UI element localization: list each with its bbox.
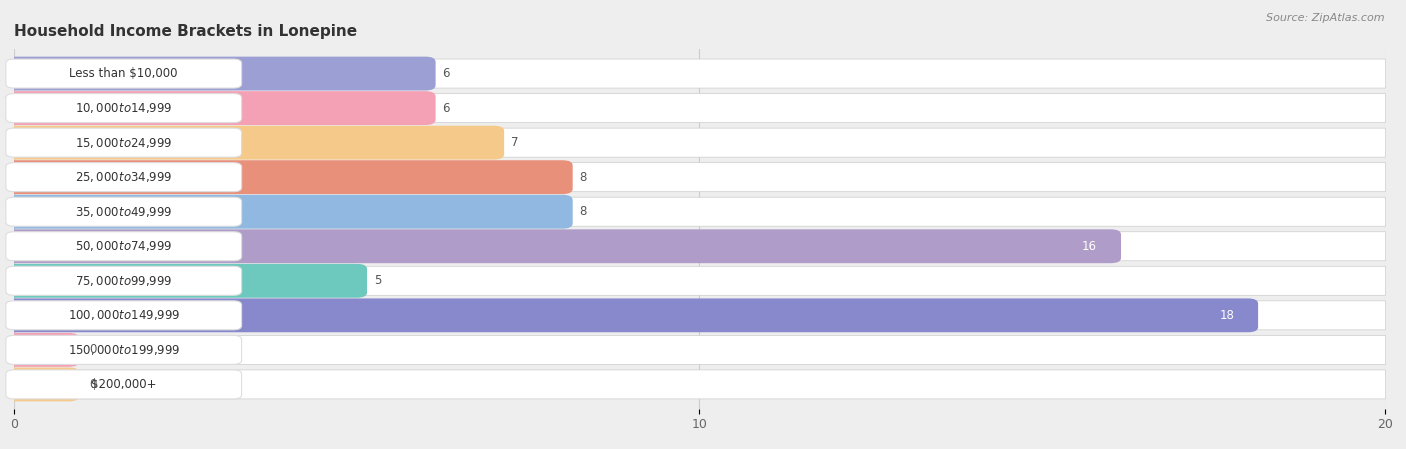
Text: $150,000 to $199,999: $150,000 to $199,999 (67, 343, 180, 357)
Text: $35,000 to $49,999: $35,000 to $49,999 (75, 205, 173, 219)
FancyBboxPatch shape (4, 333, 79, 367)
FancyBboxPatch shape (6, 370, 242, 399)
FancyBboxPatch shape (4, 126, 505, 159)
FancyBboxPatch shape (6, 163, 242, 192)
Text: 18: 18 (1219, 309, 1234, 322)
Text: $25,000 to $34,999: $25,000 to $34,999 (75, 170, 173, 184)
FancyBboxPatch shape (14, 59, 1385, 88)
Text: 0: 0 (90, 378, 97, 391)
Text: Less than $10,000: Less than $10,000 (69, 67, 179, 80)
Text: 8: 8 (579, 205, 586, 218)
FancyBboxPatch shape (4, 57, 436, 91)
FancyBboxPatch shape (4, 264, 367, 298)
FancyBboxPatch shape (14, 93, 1385, 123)
FancyBboxPatch shape (14, 232, 1385, 261)
FancyBboxPatch shape (6, 266, 242, 295)
Text: 6: 6 (443, 67, 450, 80)
Text: $50,000 to $74,999: $50,000 to $74,999 (75, 239, 173, 253)
Text: 5: 5 (374, 274, 381, 287)
FancyBboxPatch shape (14, 266, 1385, 295)
FancyBboxPatch shape (4, 229, 1121, 263)
FancyBboxPatch shape (6, 93, 242, 123)
FancyBboxPatch shape (6, 128, 242, 157)
FancyBboxPatch shape (6, 232, 242, 261)
FancyBboxPatch shape (6, 335, 242, 365)
Text: 7: 7 (510, 136, 519, 149)
FancyBboxPatch shape (6, 197, 242, 226)
FancyBboxPatch shape (4, 195, 572, 229)
FancyBboxPatch shape (14, 163, 1385, 192)
Text: 16: 16 (1083, 240, 1097, 253)
FancyBboxPatch shape (14, 370, 1385, 399)
Text: 8: 8 (579, 171, 586, 184)
Text: Source: ZipAtlas.com: Source: ZipAtlas.com (1267, 13, 1385, 23)
FancyBboxPatch shape (4, 299, 1258, 332)
FancyBboxPatch shape (4, 367, 79, 401)
Text: Household Income Brackets in Lonepine: Household Income Brackets in Lonepine (14, 23, 357, 39)
FancyBboxPatch shape (4, 160, 572, 194)
FancyBboxPatch shape (6, 59, 242, 88)
Text: $75,000 to $99,999: $75,000 to $99,999 (75, 274, 173, 288)
Text: $200,000+: $200,000+ (91, 378, 156, 391)
FancyBboxPatch shape (14, 197, 1385, 226)
FancyBboxPatch shape (14, 301, 1385, 330)
Text: 0: 0 (90, 343, 97, 357)
FancyBboxPatch shape (14, 128, 1385, 157)
Text: 6: 6 (443, 101, 450, 114)
FancyBboxPatch shape (14, 335, 1385, 365)
FancyBboxPatch shape (6, 301, 242, 330)
Text: $15,000 to $24,999: $15,000 to $24,999 (75, 136, 173, 150)
Text: $10,000 to $14,999: $10,000 to $14,999 (75, 101, 173, 115)
FancyBboxPatch shape (4, 91, 436, 125)
Text: $100,000 to $149,999: $100,000 to $149,999 (67, 308, 180, 322)
